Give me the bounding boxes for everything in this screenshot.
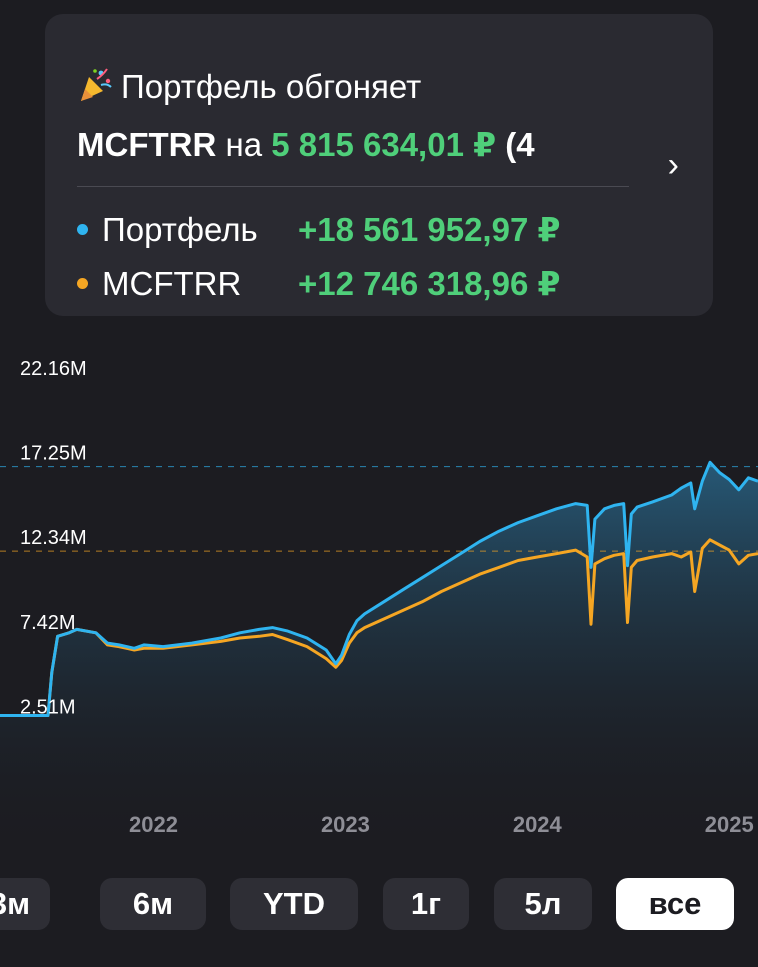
y-tick-label: 17.25M xyxy=(20,443,87,465)
legend-name: MCFTRR xyxy=(102,265,242,302)
legend-row-index: MCFTRR +12 746 318,96 ₽ xyxy=(77,264,637,314)
legend-dot-portfolio xyxy=(77,224,88,235)
diff-percent: (4 xyxy=(505,126,535,163)
period-button-4[interactable]: 5л xyxy=(494,878,592,930)
party-popper-icon xyxy=(81,68,112,101)
card-headline: Портфель обгоняет MCFTRR на 5 815 634,01… xyxy=(77,58,637,174)
legend-name: Портфель xyxy=(102,211,258,248)
x-tick-label: 2024 xyxy=(513,812,563,837)
legend-row-portfolio: Портфель +18 561 952,97 ₽ xyxy=(77,210,637,260)
comparison-card[interactable]: Портфель обгоняет MCFTRR на 5 815 634,01… xyxy=(45,14,713,316)
period-button-3[interactable]: 1г xyxy=(383,878,469,930)
legend-value: +12 746 318,96 ₽ xyxy=(298,265,561,302)
diff-value: 5 815 634,01 ₽ xyxy=(271,126,497,163)
y-tick-label: 7.42M xyxy=(20,612,76,634)
y-tick-label: 2.51M xyxy=(20,696,76,718)
period-selector: 3м 6м YTD 1г 5л все xyxy=(0,878,758,934)
index-name: MCFTRR xyxy=(77,126,217,163)
x-tick-label: 2025 xyxy=(705,812,754,837)
period-button-1[interactable]: 6м xyxy=(100,878,206,930)
y-tick-label: 12.34M xyxy=(20,527,87,549)
chevron-right-icon[interactable]: › xyxy=(667,146,679,184)
headline-title: Портфель обгоняет xyxy=(121,68,422,105)
on-word: на xyxy=(225,126,263,163)
x-tick-label: 2022 xyxy=(129,812,178,837)
period-button-2[interactable]: YTD xyxy=(230,878,358,930)
series-line-0 xyxy=(0,460,758,717)
period-button-0[interactable]: 3м xyxy=(0,878,50,930)
card-divider xyxy=(77,186,629,187)
legend-value: +18 561 952,97 ₽ xyxy=(298,211,561,248)
x-tick-label: 2023 xyxy=(321,812,370,837)
legend-dot-index xyxy=(77,278,88,289)
series-line-1 xyxy=(0,538,758,717)
y-tick-label: 22.16M xyxy=(20,358,87,380)
area-fill xyxy=(0,462,758,855)
line-chart[interactable]: 22.16M 17.25M 12.34M 7.42M 2.51M 2022 2023 202… xyxy=(0,340,758,855)
period-button-5[interactable]: все xyxy=(616,878,734,930)
